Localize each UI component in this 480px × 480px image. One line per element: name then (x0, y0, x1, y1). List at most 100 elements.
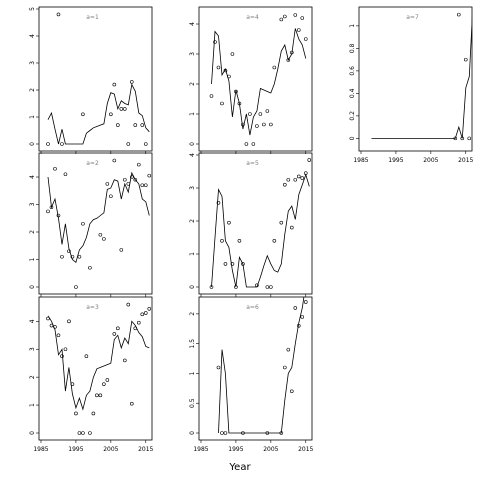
y-tick-label: 0 (349, 136, 356, 140)
data-point (296, 28, 301, 32)
y-tick-label: 2 (189, 312, 196, 316)
x-tick-label: 2005 (103, 446, 118, 453)
series-line (218, 297, 305, 434)
data-point (84, 354, 89, 359)
data-point (289, 50, 294, 55)
y-tick-label: 1.5 (189, 339, 196, 349)
data-point (77, 254, 82, 259)
y-tick-label: 4 (29, 34, 36, 38)
panel-frame (358, 6, 473, 152)
data-point (286, 58, 291, 62)
y-tick-label: 2 (29, 375, 36, 379)
data-point (293, 177, 298, 182)
y-tick-label: 2 (29, 88, 36, 92)
data-point (220, 239, 224, 243)
data-point (286, 177, 291, 182)
x-tick-label: 2015 (458, 157, 473, 164)
data-point (279, 431, 284, 435)
data-point (460, 136, 465, 141)
panel-label: a=5 (246, 160, 259, 167)
data-point (269, 122, 273, 127)
data-point (283, 182, 287, 187)
data-point (63, 172, 68, 177)
data-point (463, 57, 468, 62)
x-tick-label: 1995 (228, 446, 243, 453)
data-point (293, 13, 298, 17)
y-tick-label: 0.5 (189, 398, 196, 408)
data-point (67, 319, 71, 324)
data-point (105, 378, 110, 382)
data-point (136, 320, 141, 325)
data-point (112, 82, 117, 87)
data-point (95, 393, 99, 398)
panel-a-4: 0 1 2 3 4 a=4 (189, 6, 313, 154)
data-point (230, 262, 235, 266)
data-point (109, 112, 113, 117)
y-tick-label: 3 (189, 52, 196, 56)
data-point (223, 262, 228, 266)
data-point (126, 302, 131, 307)
panel-a-2: 0 1 2 3 4 a=2 (29, 152, 153, 297)
data-point (140, 183, 145, 188)
y-tick-label: 4 (29, 175, 36, 179)
data-point (129, 175, 134, 179)
x-tick-label: 1995 (68, 446, 83, 453)
data-point (216, 365, 221, 370)
data-point (147, 306, 152, 311)
data-point (289, 389, 294, 394)
y-tick-label: 5 (29, 7, 36, 11)
data-point (98, 232, 103, 237)
data-point (303, 171, 308, 175)
panel-frame (198, 6, 313, 152)
data-point (116, 326, 120, 331)
data-point (133, 177, 138, 182)
y-tick-label: 0 (189, 142, 196, 146)
data-point (60, 142, 64, 146)
data-point (227, 74, 231, 79)
data-point (133, 123, 138, 127)
data-point (300, 16, 305, 20)
data-point (77, 431, 82, 435)
data-point (56, 12, 61, 17)
y-tick-label: 0.6 (349, 66, 356, 76)
data-point (56, 333, 61, 338)
data-point (143, 311, 148, 315)
y-tick-label: 1 (189, 371, 196, 375)
data-point (60, 354, 64, 359)
y-tick-label: 1 (29, 115, 36, 119)
data-point (248, 112, 252, 116)
series-line (211, 28, 307, 136)
data-point (223, 68, 228, 73)
data-point (209, 285, 214, 289)
y-tick-label: 4 (29, 319, 36, 323)
panel-label: a=7 (406, 14, 419, 21)
data-point (216, 201, 221, 205)
data-point (255, 283, 259, 288)
panel-frame (198, 296, 313, 441)
data-point (143, 183, 148, 188)
y-tick-label: 0 (189, 285, 196, 289)
y-tick-label: 3 (189, 186, 196, 190)
data-point (279, 17, 284, 22)
data-point (112, 332, 117, 336)
data-point (223, 431, 228, 435)
panel-frame (38, 6, 153, 152)
data-point (70, 382, 75, 386)
data-point (220, 431, 224, 435)
data-point (46, 316, 50, 321)
x-tick-label: 1985 (193, 446, 208, 453)
data-point (234, 285, 238, 289)
data-point (91, 411, 96, 416)
data-point (283, 365, 287, 370)
data-point (119, 248, 124, 252)
series-line (47, 83, 150, 145)
x-tick-label: 1995 (388, 157, 403, 164)
data-point (209, 94, 214, 98)
data-point (98, 393, 103, 398)
data-point (81, 431, 85, 435)
data-point (136, 162, 141, 167)
series-line (47, 171, 150, 263)
panel-a-5: 0 1 2 3 4 a=5 (189, 152, 313, 297)
x-tick-label: 2005 (263, 446, 278, 453)
